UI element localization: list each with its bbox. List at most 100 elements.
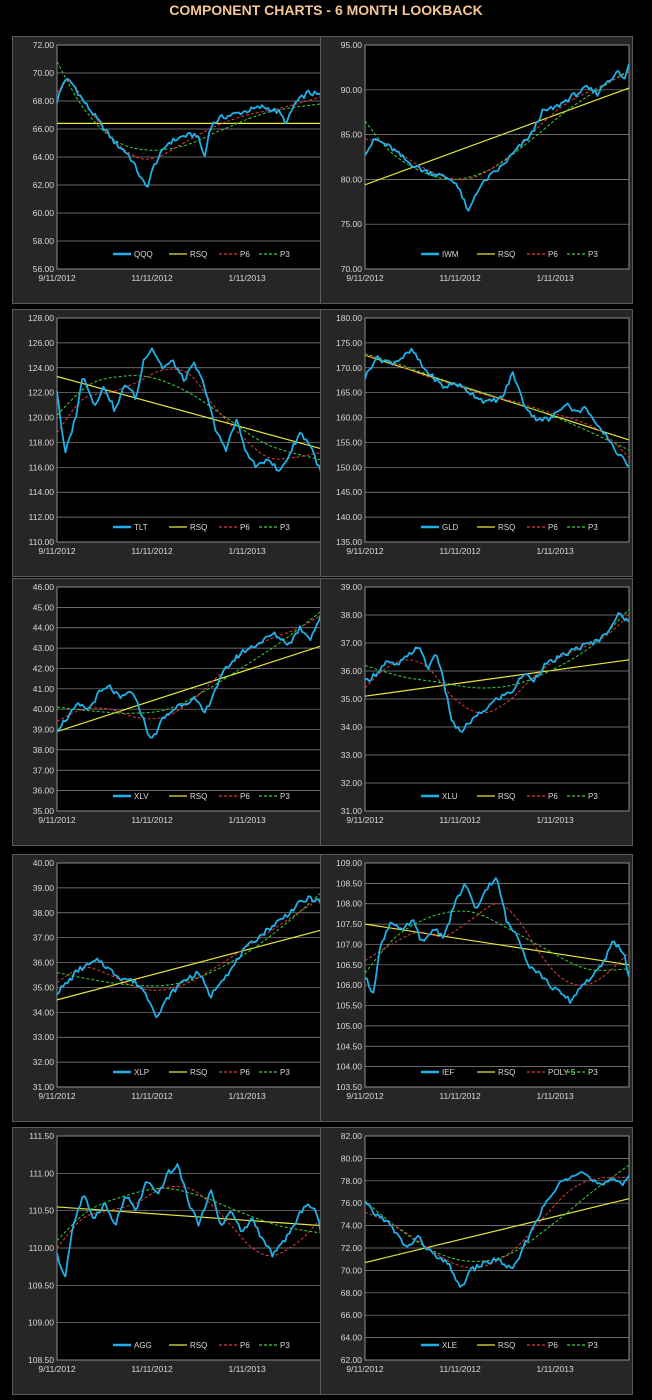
y-tick-label: 108.00 <box>336 899 362 909</box>
x-tick-label: 11/11/2012 <box>439 546 481 556</box>
plot-area <box>364 317 630 543</box>
chart-svg: 62.00 64.00 66.00 68.00 70.00 72.00 74.00 76.00… <box>341 1131 630 1374</box>
y-tick-label: 35.00 <box>33 806 55 816</box>
price-line <box>364 63 630 212</box>
legend: AGG RSQ P6 P3 <box>113 1341 290 1350</box>
y-tick-label: 107.50 <box>336 919 362 929</box>
price-line <box>56 895 322 1019</box>
legend-entry: P3 <box>280 250 290 259</box>
y-tick-label: 126.00 <box>28 338 54 348</box>
x-tick-label: 11/11/2012 <box>131 546 173 556</box>
y-tick-label: 109.50 <box>28 1280 54 1290</box>
y-tick-label: 33.00 <box>33 1032 55 1042</box>
legend-entry: XLV <box>134 792 149 801</box>
y-tick-label: 118.00 <box>29 437 55 447</box>
page-title: COMPONENT CHARTS - 6 MONTH LOOKBACK <box>169 2 483 18</box>
legend-entry: RSQ <box>190 523 207 532</box>
y-tick-label: 155.00 <box>336 437 362 447</box>
x-tick-label: 11/11/2012 <box>131 273 173 283</box>
y-tick-label: 90.00 <box>341 85 363 95</box>
y-tick-label: 70.00 <box>33 68 55 78</box>
y-tick-label: 76.00 <box>341 1198 363 1208</box>
x-tick-label: 9/11/2012 <box>38 815 75 825</box>
y-tick-label: 72.00 <box>33 40 55 50</box>
p6-line <box>56 368 322 460</box>
price-line <box>56 1163 322 1278</box>
legend: IEF RSQ POLY 5 P3 <box>421 1068 598 1077</box>
legend-entry: XLP <box>134 1068 149 1077</box>
p6-line <box>364 354 630 458</box>
x-tick-label: 11/11/2012 <box>439 815 481 825</box>
chart-svg: 135.00 140.00 145.00 150.00 155.00 160.00 165.… <box>336 313 630 556</box>
chart-panel-agg: 108.50 109.00 109.50 110.00 110.50 111.00 111.… <box>12 1127 325 1395</box>
chart-panel-iwm: 70.00 75.00 80.00 85.00 90.00 95.00 9/11/2012 1… <box>320 36 633 304</box>
y-tick-label: 111.00 <box>29 1168 54 1178</box>
legend-entry: P6 <box>240 1068 250 1077</box>
chart-svg: 35.00 36.00 37.00 38.00 39.00 40.00 41.00 42.00… <box>33 582 322 825</box>
y-tick-label: 108.50 <box>336 878 362 888</box>
legend: TLT RSQ P6 P3 <box>113 523 290 532</box>
legend: GLD RSQ P6 P3 <box>421 523 598 532</box>
y-tick-label: 35.00 <box>33 982 55 992</box>
legend-entry: RSQ <box>190 1341 207 1350</box>
y-tick-label: 110.50 <box>29 1206 55 1216</box>
y-tick-label: 39.00 <box>341 582 363 592</box>
y-tick-label: 105.00 <box>336 1021 362 1031</box>
x-tick-label: 11/11/2012 <box>131 1091 173 1101</box>
legend-entry: P3 <box>588 523 598 532</box>
y-tick-label: 82.00 <box>341 1131 363 1141</box>
x-tick-label: 9/11/2012 <box>38 546 75 556</box>
y-tick-label: 150.00 <box>336 462 362 472</box>
legend-entry: TLT <box>134 523 148 532</box>
y-tick-label: 64.00 <box>33 152 55 162</box>
chart-panel-xlv: 35.00 36.00 37.00 38.00 39.00 40.00 41.00 42.00… <box>12 578 325 846</box>
y-tick-label: 70.00 <box>341 1265 363 1275</box>
chart-panel-tlt: 110.00 112.00 114.00 116.00 118.00 120.00 122.… <box>12 309 325 577</box>
price-line <box>56 347 322 473</box>
y-tick-label: 104.00 <box>336 1062 362 1072</box>
y-tick-label: 44.00 <box>33 623 55 633</box>
p6-line <box>364 614 630 714</box>
y-tick-label: 41.00 <box>33 684 55 694</box>
y-tick-label: 68.00 <box>341 1288 363 1298</box>
y-tick-label: 160.00 <box>336 413 362 423</box>
x-tick-label: 1/11/2013 <box>228 815 265 825</box>
p3-line <box>56 375 322 461</box>
chart-panel-gld: 135.00 140.00 145.00 150.00 155.00 160.00 165.… <box>320 309 633 577</box>
chart-panel-xle: 62.00 64.00 66.00 68.00 70.00 72.00 74.00 76.00… <box>320 1127 633 1395</box>
y-tick-label: 34.00 <box>341 722 363 732</box>
y-tick-label: 110.00 <box>29 1243 55 1253</box>
legend-entry: P6 <box>240 523 250 532</box>
legend-entry: RSQ <box>190 250 207 259</box>
x-tick-label: 9/11/2012 <box>346 273 383 283</box>
chart-svg: 103.50 104.00 104.50 105.00 105.50 106.00 106.… <box>336 858 630 1101</box>
x-tick-label: 1/11/2013 <box>228 1091 265 1101</box>
y-tick-label: 64.00 <box>341 1333 363 1343</box>
x-tick-label: 1/11/2013 <box>536 273 573 283</box>
x-tick-label: 1/11/2013 <box>228 546 265 556</box>
p6-line <box>364 1176 630 1269</box>
y-tick-label: 46.00 <box>33 582 55 592</box>
y-tick-label: 95.00 <box>341 40 363 50</box>
legend-entry: RSQ <box>498 1068 515 1077</box>
y-tick-label: 105.50 <box>336 1001 362 1011</box>
p3-line <box>364 910 630 974</box>
legend-entry: QQQ <box>134 250 153 259</box>
y-tick-label: 109.00 <box>28 1318 54 1328</box>
chart-panel-xlp: 31.00 32.00 33.00 34.00 35.00 36.00 37.00 38.00… <box>12 854 325 1122</box>
x-tick-label: 9/11/2012 <box>346 1091 383 1101</box>
legend: XLE RSQ P6 P3 <box>421 1341 598 1350</box>
y-tick-label: 112.00 <box>29 512 55 522</box>
y-tick-label: 32.00 <box>33 1057 55 1067</box>
p6-line <box>364 903 630 986</box>
chart-svg: 70.00 75.00 80.00 85.00 90.00 95.00 9/11/2012 1… <box>341 40 630 283</box>
y-tick-label: 70.00 <box>341 264 363 274</box>
y-tick-label: 60.00 <box>33 208 55 218</box>
y-tick-label: 128.00 <box>28 313 54 323</box>
y-tick-label: 111.50 <box>29 1131 54 1141</box>
y-tick-label: 165.00 <box>336 388 362 398</box>
x-tick-label: 9/11/2012 <box>346 1364 383 1374</box>
y-tick-label: 122.00 <box>28 388 54 398</box>
y-tick-label: 35.00 <box>341 694 363 704</box>
y-tick-label: 42.00 <box>33 663 55 673</box>
